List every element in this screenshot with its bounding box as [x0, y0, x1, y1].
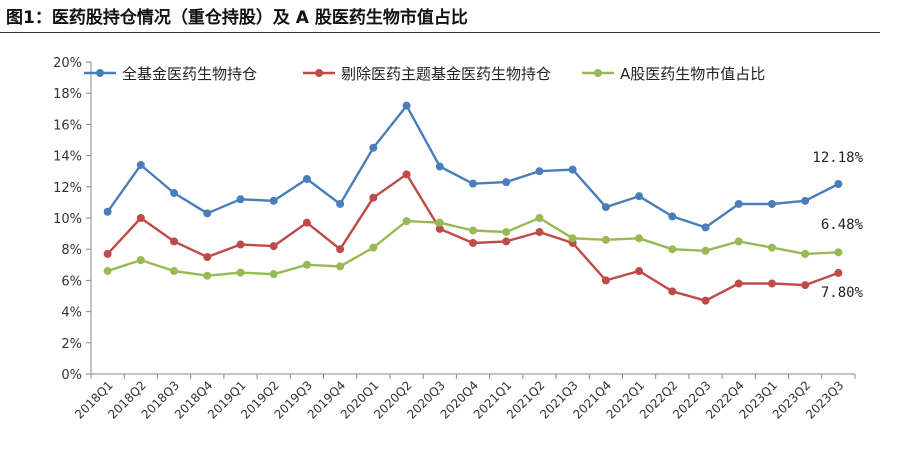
data-point	[767, 199, 776, 208]
chart-axes	[90, 62, 855, 375]
data-point	[402, 170, 411, 179]
data-point	[767, 279, 776, 288]
data-point	[170, 189, 179, 198]
series-line-1	[106, 104, 839, 229]
data-point	[701, 296, 710, 305]
data-point	[469, 179, 477, 188]
data-point	[635, 267, 644, 276]
y-tick-label: 0%	[61, 368, 82, 383]
end-data-label: 6.48%	[821, 217, 864, 233]
data-point	[402, 217, 411, 226]
series-lines	[103, 101, 843, 305]
data-point	[136, 214, 145, 222]
data-point	[701, 223, 710, 232]
data-point	[635, 192, 644, 201]
data-point	[734, 199, 743, 208]
y-tick-label: 10%	[53, 212, 82, 227]
data-point	[103, 207, 112, 216]
data-point	[801, 249, 810, 258]
data-point	[834, 179, 843, 188]
data-point	[734, 237, 743, 246]
legend-swatch-marker	[315, 69, 323, 77]
data-point	[203, 209, 212, 218]
legend-label: A股医药生物市值占比	[620, 65, 765, 83]
data-labels: 12.18% 6.48% 7.80%	[812, 150, 863, 301]
y-tick-label: 6%	[61, 274, 82, 289]
legend-swatch-marker	[594, 69, 602, 77]
data-point	[236, 240, 245, 249]
data-point	[369, 143, 378, 152]
data-point	[136, 160, 145, 169]
y-tick-label: 8%	[61, 243, 82, 258]
data-point	[635, 234, 644, 243]
legend-label: 全基金医药生物持仓	[122, 65, 257, 83]
data-point	[302, 175, 311, 183]
x-axis-ticks: 2018Q12018Q22018Q32018Q42019Q12019Q22019…	[72, 374, 856, 422]
data-point	[402, 101, 411, 110]
data-point	[236, 268, 245, 277]
data-point	[203, 253, 212, 261]
end-data-label: 7.80%	[821, 285, 864, 301]
data-point	[568, 234, 577, 243]
data-point	[469, 226, 477, 235]
data-point	[502, 228, 511, 237]
data-point	[136, 256, 145, 265]
legend-swatch-marker	[96, 69, 104, 77]
data-point	[601, 235, 610, 244]
data-point	[336, 199, 345, 208]
data-point	[668, 212, 677, 221]
figure-title: 图1：医药股持仓情况（重仓持股）及 A 股医药生物市值占比	[6, 8, 468, 28]
data-point	[269, 242, 278, 251]
data-point	[668, 287, 677, 296]
data-point	[269, 270, 278, 279]
data-point	[435, 162, 444, 171]
end-data-label: 12.18%	[812, 150, 863, 166]
data-point	[601, 276, 610, 285]
y-tick-label: 12%	[53, 181, 82, 196]
data-point	[302, 218, 311, 227]
data-point	[834, 268, 843, 277]
y-axis-ticks: 0% 2% 4% 6% 8% 10% 12% 14% 16% 18% 20%	[53, 56, 91, 383]
data-point	[502, 178, 511, 187]
data-point	[601, 203, 610, 212]
data-point	[170, 267, 179, 276]
y-tick-label: 2%	[61, 337, 82, 352]
data-point	[170, 237, 179, 246]
title-rule	[0, 32, 880, 33]
data-point	[302, 260, 311, 269]
data-point	[435, 218, 444, 227]
y-tick-label: 14%	[53, 150, 82, 165]
y-tick-label: 18%	[53, 87, 82, 102]
data-point	[535, 228, 544, 237]
legend-label: 剔除医药主题基金医药生物持仓	[341, 65, 551, 83]
y-tick-label: 20%	[53, 56, 82, 71]
data-point	[236, 195, 245, 204]
y-tick-label: 4%	[61, 306, 82, 321]
data-point	[801, 281, 810, 290]
data-point	[203, 271, 212, 280]
data-point	[269, 196, 278, 205]
data-point	[103, 267, 112, 276]
data-point	[369, 243, 378, 252]
data-point	[103, 249, 112, 258]
data-point	[535, 167, 544, 176]
legend: 全基金医药生物持仓 剔除医药主题基金医药生物持仓 A股医药生物市值占比	[84, 65, 765, 83]
y-tick-label: 16%	[53, 118, 82, 133]
data-point	[568, 165, 577, 174]
series-line-2	[106, 173, 839, 302]
data-point	[502, 237, 511, 246]
data-point	[369, 193, 378, 202]
data-point	[801, 196, 810, 205]
data-point	[535, 214, 544, 222]
data-point	[767, 243, 776, 252]
data-point	[435, 224, 444, 233]
data-point	[336, 245, 345, 254]
data-point	[734, 279, 743, 288]
data-point	[336, 262, 345, 271]
data-point	[668, 245, 677, 254]
data-point	[469, 238, 477, 247]
data-point	[701, 246, 710, 255]
data-point	[834, 248, 843, 257]
